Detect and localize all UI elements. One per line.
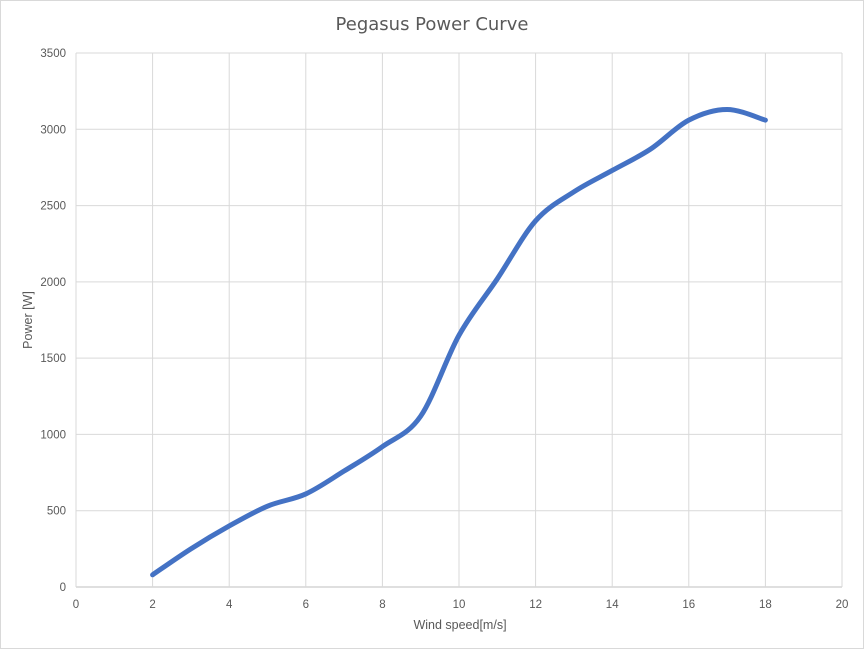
- y-axis-label: Power [W]: [21, 291, 35, 349]
- x-tick-label: 18: [759, 599, 772, 611]
- x-tick-label: 16: [682, 599, 695, 611]
- y-tick-label: 3000: [40, 124, 66, 136]
- y-tick-label: 1500: [40, 353, 66, 365]
- y-tick-label: 0: [60, 582, 66, 594]
- tick-labels: 0 500 1000 1500 2000 2500 3000 3500 0 2 4 6 8 10 12 14 1…: [40, 48, 848, 611]
- y-tick-label: 2000: [40, 277, 66, 289]
- x-tick-label: 4: [226, 599, 233, 611]
- y-tick-label: 500: [47, 506, 66, 518]
- x-tick-label: 6: [303, 599, 309, 611]
- gridlines: [75, 52, 843, 588]
- x-tick-label: 10: [453, 599, 466, 611]
- x-tick-label: 0: [73, 599, 79, 611]
- x-tick-label: 8: [379, 599, 385, 611]
- y-tick-label: 3500: [40, 48, 66, 60]
- x-tick-label: 12: [529, 599, 542, 611]
- series-layer: [150, 106, 768, 578]
- x-tick-label: 14: [606, 599, 619, 611]
- x-tick-label: 2: [149, 599, 155, 611]
- chart-title: Pegasus Power Curve: [336, 14, 529, 35]
- x-tick-label: 20: [836, 599, 849, 611]
- y-tick-label: 2500: [40, 201, 66, 213]
- y-tick-label: 1000: [40, 429, 66, 441]
- series-line: [150, 106, 768, 578]
- x-axis-label: Wind speed[m/s]: [413, 618, 506, 632]
